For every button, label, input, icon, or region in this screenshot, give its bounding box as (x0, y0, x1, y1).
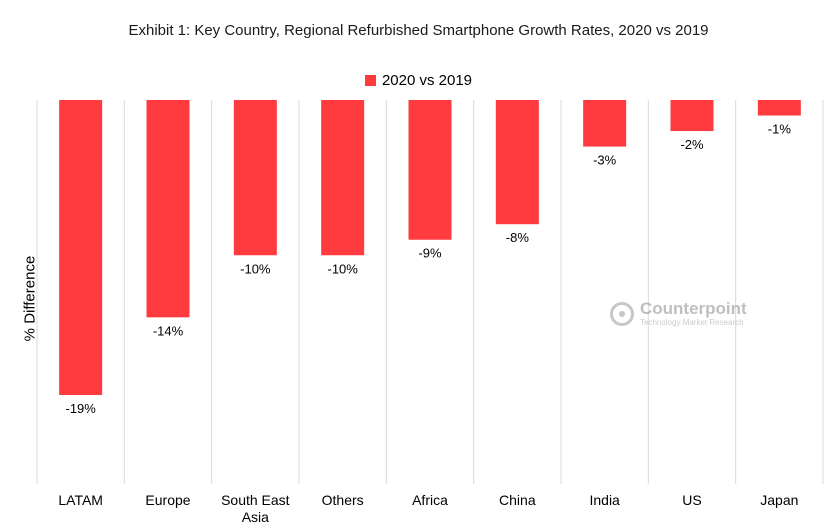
category-label: South East Asia (221, 492, 290, 525)
bar-india (583, 100, 627, 147)
bar-japan (757, 100, 801, 116)
watermark: Counterpoint Technology Market Research (610, 300, 747, 327)
bar-china (495, 100, 539, 225)
counterpoint-logo-icon (610, 301, 634, 326)
category-label: China (499, 492, 536, 508)
value-label: -9% (418, 246, 442, 261)
category-label: Japan (760, 492, 798, 508)
category-label: LATAM (58, 492, 103, 508)
bar-latam (59, 100, 103, 395)
bar-europe (146, 100, 190, 318)
bar-us (670, 100, 714, 132)
value-label: -3% (593, 153, 617, 168)
value-label: -10% (327, 261, 358, 276)
category-label: Others (322, 492, 364, 508)
watermark-brand: Counterpoint (640, 299, 747, 318)
category-label: US (682, 492, 701, 508)
bar-others (321, 100, 365, 256)
value-label: -19% (65, 401, 96, 416)
legend-swatch (364, 75, 376, 86)
legend-label: 2020 vs 2019 (381, 72, 473, 89)
bar-south-east-asia (233, 100, 277, 256)
bar-africa (408, 100, 452, 240)
value-label: -1% (768, 122, 792, 137)
category-label: Africa (412, 492, 448, 508)
category-label: India (589, 492, 620, 508)
category-label: Europe (145, 492, 190, 508)
watermark-tagline: Technology Market Research (640, 318, 744, 327)
value-label: -14% (153, 323, 184, 338)
legend: 2020 vs 2019 (0, 72, 837, 89)
value-label: -10% (240, 261, 271, 276)
chart-title: Exhibit 1: Key Country, Regional Refurbi… (128, 22, 709, 39)
value-label: -8% (506, 230, 530, 245)
value-label: -2% (680, 137, 704, 152)
